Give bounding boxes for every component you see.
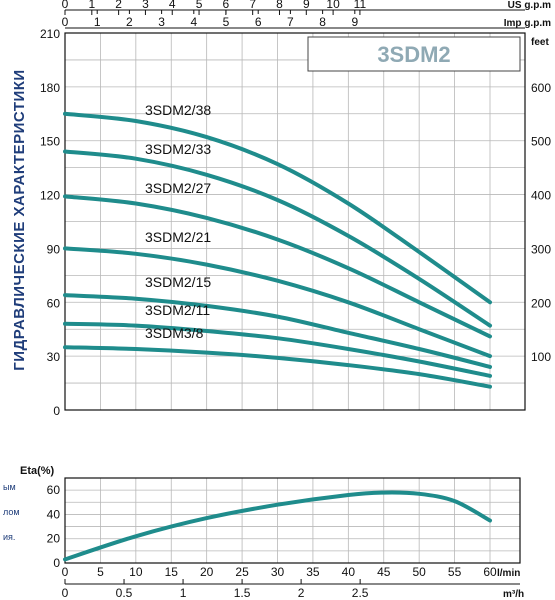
y-tick-label: 210 — [40, 27, 60, 41]
us-tick-label: 7 — [249, 0, 256, 11]
eta-x-tick-label: 30 — [271, 565, 285, 579]
imp-tick-label: 8 — [319, 15, 326, 29]
eta-x-tick-label: 45 — [377, 565, 391, 579]
eta-plot-frame — [64, 477, 521, 564]
curve-label: 3SDM2/21 — [145, 229, 211, 245]
imp-tick-label: 6 — [255, 15, 262, 29]
y-right-tick-label: 500 — [531, 135, 551, 149]
eta-x-tick-label: 25 — [235, 565, 249, 579]
imp-tick-label: 3 — [158, 15, 165, 29]
curve-label: 3SDM2/11 — [145, 302, 210, 318]
imp-gpm-unit: Imp g.p.m — [504, 18, 551, 29]
eta-y-tick-label: 0 — [53, 556, 60, 570]
us-tick-label: 11 — [354, 0, 367, 11]
us-tick-label: 5 — [196, 0, 203, 11]
curve-label: 3SDM3/8 — [145, 325, 204, 341]
eta-x-tick-label: 10 — [129, 565, 143, 579]
imp-tick-label: 1 — [94, 15, 101, 29]
us-tick-label: 6 — [223, 0, 230, 11]
eta-x-tick-label: 5 — [97, 565, 104, 579]
us-gpm-unit: US g.p.m — [508, 0, 551, 11]
eta-y-tick-label: 40 — [47, 507, 61, 521]
us-tick-label: 4 — [169, 0, 176, 11]
side-labels: ГИДРАВЛИЧЕСКИЕ ХАРАКТЕРИСТИКИ ым лом ия. — [3, 69, 28, 542]
curve-3sdm2-27 — [63, 194, 492, 339]
eta-x-tick-label: 20 — [200, 565, 214, 579]
y-right-tick-label: 600 — [531, 81, 551, 95]
m3h-tick-label: 1.5 — [234, 586, 251, 600]
curve-label: 3SDM2/15 — [145, 274, 211, 290]
curve-3sdm3-8 — [63, 345, 492, 389]
eta-x-tick-label: 0 — [62, 565, 69, 579]
us-tick-label: 0 — [62, 0, 69, 11]
left-fragment-2: лом — [3, 507, 20, 517]
eta-axis-title: Eta(%) — [20, 465, 55, 477]
us-tick-label: 3 — [142, 0, 149, 11]
imp-tick-label: 5 — [223, 15, 230, 29]
m3h-unit: m³/h — [503, 589, 524, 600]
curve-3sdm2-33 — [63, 149, 492, 328]
side-title: ГИДРАВЛИЧЕСКИЕ ХАРАКТЕРИСТИКИ — [11, 69, 28, 370]
eta-x-tick-label: 60 — [483, 565, 497, 579]
curve-3sdm2-21 — [63, 246, 492, 359]
y-right-tick-label: 100 — [531, 350, 551, 364]
title-badge-text: 3SDM2 — [377, 42, 450, 67]
title-badge — [307, 36, 521, 72]
plot-frame — [64, 32, 526, 411]
us-tick-label: 9 — [303, 0, 310, 11]
y-tick-label: 120 — [40, 189, 60, 203]
eta-x-tick-label: 35 — [306, 565, 320, 579]
y-right-tick-label: 300 — [531, 242, 551, 256]
y-tick-label: 180 — [40, 81, 60, 95]
imp-tick-label: 7 — [287, 15, 294, 29]
lmin-unit: l/min — [497, 568, 520, 579]
curve-label: 3SDM2/33 — [145, 141, 211, 157]
curve-label: 3SDM2/38 — [145, 102, 211, 118]
y-right-tick-label: 200 — [531, 296, 551, 310]
m3h-tick-label: 2.5 — [352, 586, 369, 600]
y-tick-label: 0 — [53, 404, 60, 418]
y-right-tick-label: 400 — [531, 189, 551, 203]
y-tick-label: 90 — [47, 242, 61, 256]
eta-x-tick-label: 15 — [165, 565, 179, 579]
feet-unit: feet — [531, 37, 549, 48]
m3h-tick-label: 0 — [62, 586, 69, 600]
curve-3sdm2-15 — [63, 293, 492, 369]
y-tick-label: 150 — [40, 135, 60, 149]
imp-tick-label: 0 — [62, 15, 69, 29]
left-fragment-3: ия. — [3, 532, 15, 542]
m3h-tick-label: 0.5 — [116, 586, 133, 600]
efficiency-curve — [63, 490, 492, 562]
eta-y-tick-label: 60 — [47, 483, 61, 497]
imp-tick-label: 9 — [351, 15, 358, 29]
y-tick-label: 30 — [47, 350, 61, 364]
curve-3sdm2-38 — [63, 111, 492, 305]
curve-3sdm2-11 — [63, 321, 492, 378]
eta-x-tick-label: 50 — [412, 565, 426, 579]
imp-tick-label: 4 — [190, 15, 197, 29]
m3h-tick-label: 2 — [298, 586, 305, 600]
left-fragment-1: ым — [3, 482, 16, 492]
eta-x-tick-label: 40 — [342, 565, 356, 579]
m3h-tick-label: 1 — [180, 586, 187, 600]
us-tick-label: 10 — [326, 0, 340, 11]
eta-y-tick-label: 20 — [47, 532, 61, 546]
curve-label: 3SDM2/27 — [145, 180, 211, 196]
imp-tick-label: 2 — [126, 15, 133, 29]
us-tick-label: 8 — [276, 0, 283, 11]
y-tick-label: 60 — [47, 296, 61, 310]
us-tick-label: 1 — [88, 0, 95, 11]
eta-x-tick-label: 55 — [448, 565, 462, 579]
us-tick-label: 2 — [115, 0, 122, 11]
